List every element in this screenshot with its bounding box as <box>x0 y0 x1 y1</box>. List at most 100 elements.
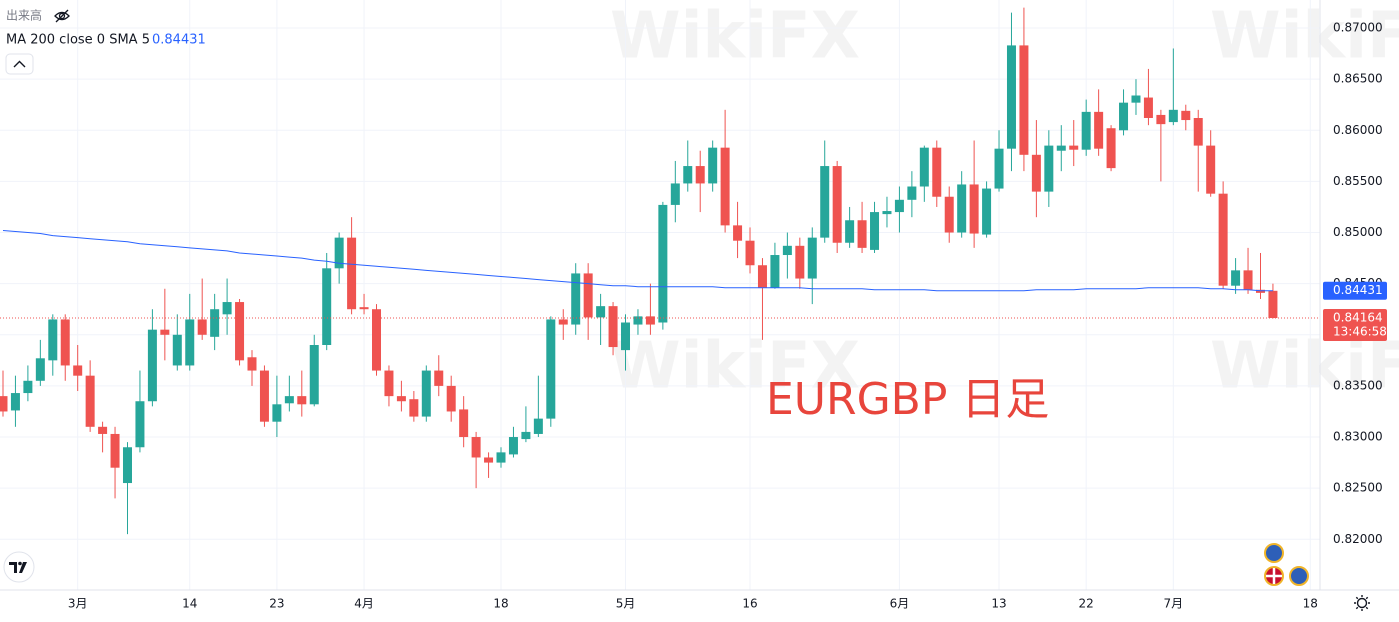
candle-body <box>421 370 431 417</box>
candle-body <box>1056 145 1066 151</box>
candle-body <box>1156 114 1166 125</box>
candle-body <box>882 211 892 215</box>
candle-body <box>994 148 1004 189</box>
candle-body <box>944 196 954 233</box>
candle-body <box>558 319 568 325</box>
collapse-button[interactable] <box>5 53 34 75</box>
candle-body <box>347 237 357 310</box>
candle-body <box>135 401 145 448</box>
x-tick-label: 7月 <box>1164 597 1184 611</box>
candle-body <box>309 345 319 405</box>
candle-body <box>1268 290 1278 319</box>
candle-body <box>284 396 294 404</box>
volume-label: 出来高 <box>6 8 42 23</box>
candle-body <box>870 212 880 250</box>
candle-body <box>210 309 220 337</box>
candle-body <box>446 385 456 412</box>
x-tick-label: 4月 <box>354 597 374 611</box>
watermark: WikiFX <box>610 0 860 74</box>
candle-body <box>372 309 382 371</box>
candle-body <box>670 183 680 205</box>
settings-icon[interactable] <box>1354 595 1370 611</box>
watermark: WikiFX <box>1210 0 1399 74</box>
candle-body <box>621 322 631 351</box>
candle-body <box>957 184 967 233</box>
candle-body <box>98 426 108 434</box>
watermark: WikiFX <box>1210 330 1399 404</box>
candle-body <box>645 316 655 325</box>
x-tick-label: 18 <box>493 597 508 611</box>
candle-body <box>521 431 531 440</box>
candle-body <box>845 220 855 243</box>
candle-body <box>272 404 282 422</box>
eye-icon[interactable] <box>54 9 70 23</box>
candle-body <box>658 204 668 323</box>
x-tick-label: 16 <box>742 597 757 611</box>
candle-body <box>894 199 904 213</box>
candle-body <box>1081 111 1091 150</box>
candle-body <box>297 396 307 405</box>
candle-body <box>1069 145 1079 150</box>
candle-body <box>484 457 494 463</box>
candle-body <box>1231 270 1241 286</box>
candle-body <box>459 409 469 438</box>
candle-body <box>683 166 693 184</box>
y-tick-label: 0.82500 <box>1333 481 1383 495</box>
watermarks: WikiFX WikiFX WikiFX WikiFX <box>610 0 1399 404</box>
x-tick-label: 22 <box>1079 597 1094 611</box>
watermark: WikiFX <box>610 330 860 404</box>
ma-legend-value: 0.84431 <box>152 33 206 48</box>
candle-body <box>907 186 917 200</box>
x-tick-label: 5月 <box>616 597 636 611</box>
candle-body <box>1031 154 1041 192</box>
candle-body <box>757 265 767 288</box>
candle-body <box>508 437 518 455</box>
candle-body <box>583 273 593 318</box>
x-tick-label: 14 <box>182 597 197 611</box>
candle-body <box>795 245 805 279</box>
candle-body <box>807 237 817 279</box>
last-price-tag <box>1323 309 1387 342</box>
candle-body <box>147 329 157 402</box>
y-tick-label: 0.85500 <box>1333 174 1383 188</box>
candle-body <box>733 225 743 241</box>
candle-body <box>1143 97 1153 118</box>
tradingview-logo[interactable] <box>3 551 35 583</box>
candle-body <box>185 319 195 366</box>
y-tick-label: 0.83500 <box>1333 378 1383 392</box>
candle-body <box>720 147 730 226</box>
candle-body <box>919 147 929 187</box>
candle-body <box>1206 145 1216 194</box>
candle-body <box>1006 45 1016 149</box>
candle-body <box>1106 128 1116 169</box>
x-tick-label: 23 <box>269 597 284 611</box>
ma-price-label: 0.84431 <box>1333 283 1383 297</box>
candle-body <box>596 306 606 318</box>
candle-body <box>48 319 58 361</box>
candle-body <box>73 365 83 376</box>
ma-price-tag <box>1323 281 1387 300</box>
candle-body <box>832 166 842 243</box>
x-tick-label: 3月 <box>68 597 88 611</box>
x-tick-label: 18 <box>1303 597 1318 611</box>
candle-body <box>434 370 444 386</box>
candle-body <box>770 255 780 288</box>
candle-body <box>0 396 8 412</box>
candle-body <box>633 316 643 325</box>
candle-body <box>496 452 506 463</box>
candle-body <box>409 399 419 417</box>
candle-body <box>1019 45 1029 155</box>
countdown-label: 13:46:58 <box>1333 325 1387 339</box>
candle-body <box>1218 193 1228 286</box>
candle-body <box>1044 145 1054 192</box>
candle-body <box>247 357 257 371</box>
event-icons[interactable] <box>1264 543 1309 586</box>
candle-body <box>235 302 245 361</box>
candle-body <box>782 245 792 256</box>
candle-body <box>571 273 581 325</box>
candle-body <box>1193 118 1203 146</box>
candle-body <box>608 306 618 348</box>
candle-body <box>708 147 718 184</box>
